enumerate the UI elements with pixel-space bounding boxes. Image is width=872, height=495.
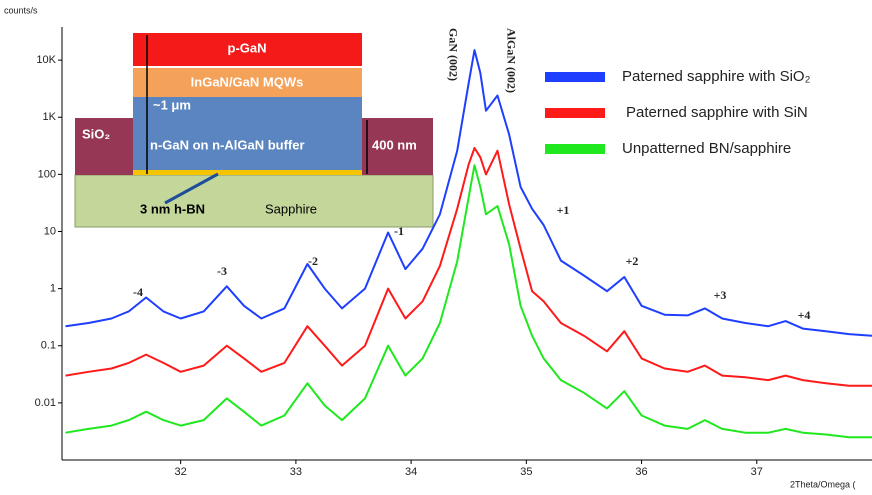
legend-swatch [545, 108, 605, 118]
peak-label: +2 [626, 254, 639, 268]
peak-label: +3 [714, 288, 727, 302]
x-tick-label: 33 [290, 466, 302, 478]
y-tick-label: 10 [44, 225, 56, 237]
peak-label: AlGaN (002) [504, 28, 518, 93]
mqw-layer [133, 68, 362, 97]
legend-label: Paterned sapphire with SiN [626, 104, 808, 121]
x-tick-label: 36 [635, 466, 647, 478]
sio2-right [362, 118, 433, 175]
legend-swatch [545, 72, 605, 82]
y-axis-label: counts/s [4, 5, 38, 15]
peak-label: GaN (002) [446, 28, 460, 81]
x-tick-label: 32 [175, 466, 187, 478]
y-tick-label: 1 [50, 283, 56, 295]
n-gan-layer [133, 97, 362, 170]
peak-label: +1 [557, 203, 570, 217]
peak-label: -3 [217, 264, 227, 278]
peak-label: -4 [133, 285, 143, 299]
sapphire-layer [74, 174, 434, 228]
series-line [65, 164, 872, 439]
y-tick-label: 0.1 [41, 340, 56, 352]
y-tick-label: 0.01 [35, 397, 56, 409]
pointer-arrow [164, 172, 219, 205]
series-line [65, 147, 872, 387]
y-tick-label: 1K [43, 111, 57, 123]
series-line [65, 49, 872, 337]
y-tick-label: 10K [36, 54, 56, 66]
layer-label: ~1 μm [153, 97, 191, 112]
peak-label: -2 [308, 254, 318, 268]
legend-swatch [545, 144, 605, 154]
layer-label: n-GaN on n-AlGaN buffer [150, 137, 305, 152]
layer-label: InGaN/GaN MQWs [191, 74, 304, 89]
layer-label: SiO₂ [82, 126, 110, 141]
peak-label: +4 [798, 308, 811, 322]
sio2-left [75, 118, 133, 175]
legend-label: Unpatterned BN/sapphire [622, 140, 791, 157]
layer-label: p-GaN [228, 40, 267, 55]
layer-label: 3 nm h-BN [140, 201, 205, 216]
y-tick-label: 100 [38, 168, 56, 180]
x-tick-label: 34 [405, 466, 417, 478]
x-tick-label: 37 [751, 466, 763, 478]
legend-label: Paterned sapphire with SiO₂ [622, 68, 811, 85]
layer-diagram: p-GaN InGaN/GaN MQWs ~1 μm n-GaN on n-Al… [74, 33, 434, 228]
x-tick-label: 35 [520, 466, 532, 478]
x-axis-label: 2Theta/Omega ( [790, 479, 856, 489]
hbn-layer [133, 170, 362, 175]
p-gan-layer [133, 33, 362, 66]
peak-label: -1 [394, 224, 404, 238]
layer-label: 400 nm [372, 137, 417, 152]
layer-label: Sapphire [265, 201, 317, 216]
